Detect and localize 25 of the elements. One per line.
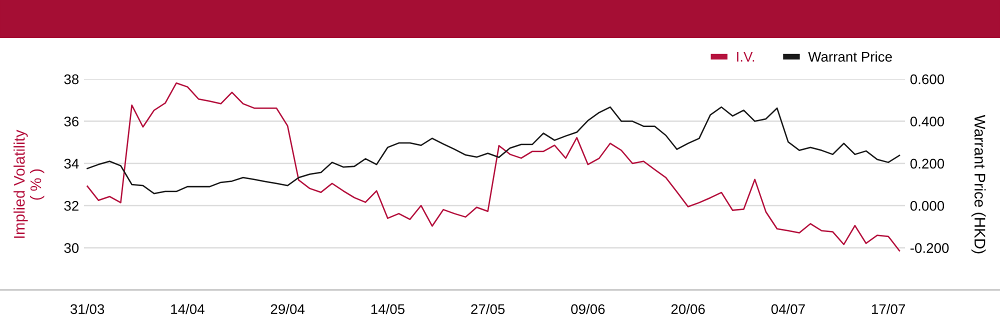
y2-tick-label: -0.200 xyxy=(910,243,949,253)
line-series xyxy=(86,82,900,252)
legend-label: Warrant Price xyxy=(808,52,892,62)
y-tick-label: 36 xyxy=(64,116,79,126)
x-tick-label: 14/04 xyxy=(171,304,204,314)
y-tick-label: 34 xyxy=(64,158,79,169)
y-tick-label: 30 xyxy=(64,243,79,253)
legend-label: I.V. xyxy=(737,52,754,62)
x-tick-label: 27/05 xyxy=(471,304,505,314)
x-tick-label: 17/07 xyxy=(872,304,905,314)
x-tick-label: 31/03 xyxy=(70,304,104,314)
y-axis-title: Implied Volatility ( % ) xyxy=(14,130,44,238)
y-tick-label: 32 xyxy=(64,200,78,211)
y2-tick-label: 0.200 xyxy=(910,158,944,169)
x-tick-label: 20/06 xyxy=(671,304,705,314)
y2-axis-title: Warrant Price (HKD) xyxy=(971,114,986,254)
y2-tick-label: 0.600 xyxy=(910,74,944,84)
x-tick-label: 04/07 xyxy=(771,304,805,314)
x-tick-label: 14/05 xyxy=(371,304,404,314)
y-tick-label: 38 xyxy=(64,74,79,84)
y2-tick-label: 0.400 xyxy=(910,116,944,126)
line-series xyxy=(86,106,900,194)
x-tick-label: 09/06 xyxy=(571,304,605,314)
y2-tick-label: 0.000 xyxy=(910,200,944,211)
x-tick-label: 29/04 xyxy=(270,304,305,314)
